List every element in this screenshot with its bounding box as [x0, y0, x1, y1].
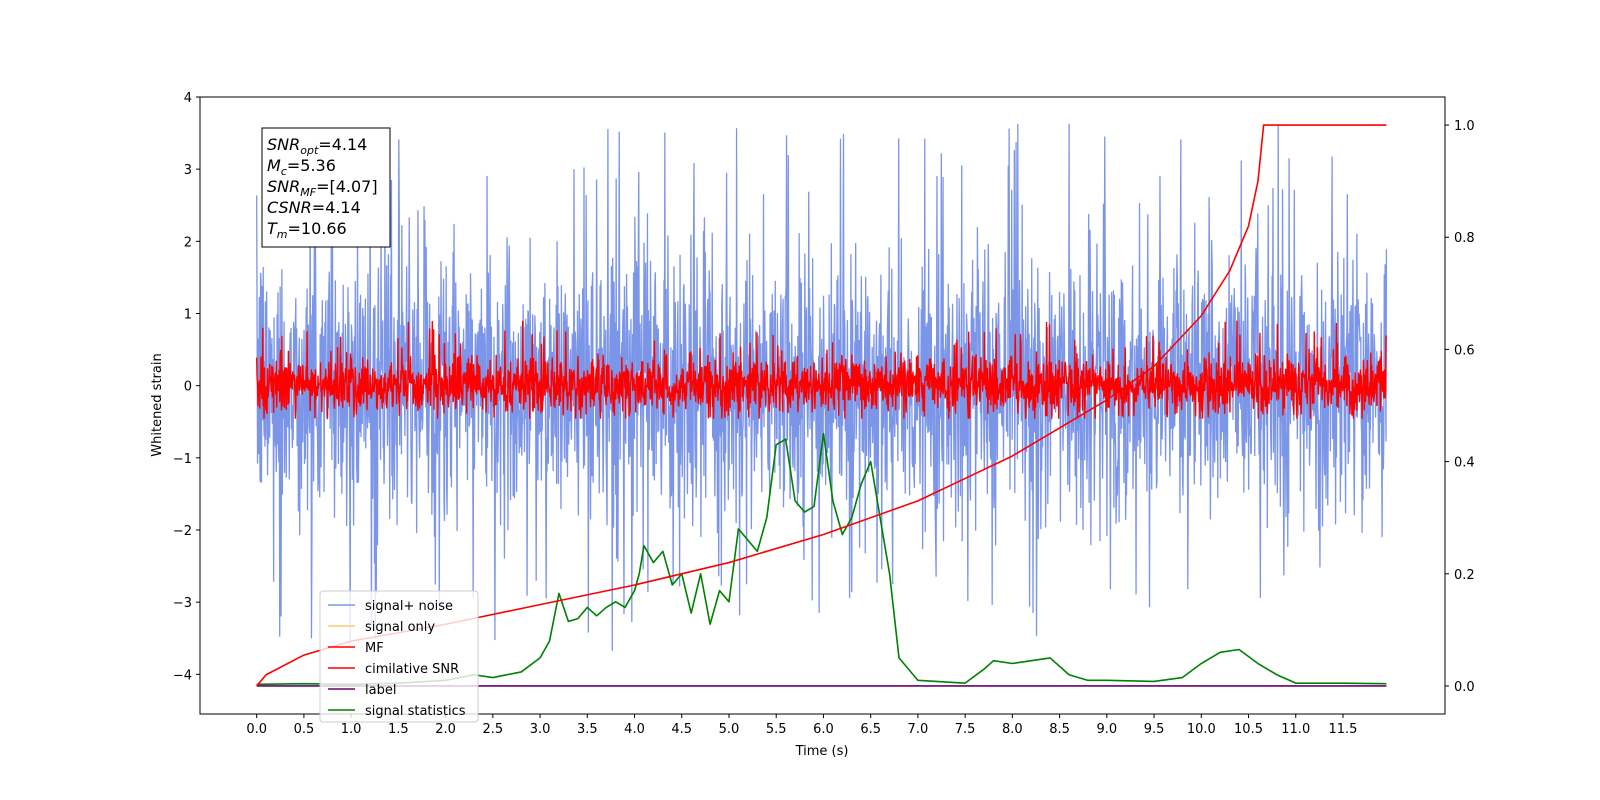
x-tick-label: 1.5: [388, 722, 409, 737]
info-snr-opt: SNRopt=4.14: [267, 135, 367, 157]
legend-label: signal+ noise: [365, 599, 453, 614]
x-tick-label: 3.0: [530, 722, 551, 737]
y2-tick-label: 0.8: [1454, 231, 1475, 246]
info-snr-mf-base: SNR: [267, 177, 300, 196]
legend-label: MF: [365, 641, 384, 656]
info-tm-base: T: [267, 219, 278, 238]
info-tm-sub: m: [277, 228, 288, 241]
y2-tick-label: 0.2: [1454, 568, 1475, 583]
x-tick-label: 8.0: [1002, 722, 1023, 737]
x-tick-label: 4.0: [624, 722, 645, 737]
y-tick-label: 1: [184, 307, 192, 322]
y-axis-right: 1.0 0.8 0.6 0.4 0.2 0.0: [1445, 119, 1475, 695]
axes-frame: [199, 96, 1446, 715]
x-tick-label: 11.5: [1329, 722, 1358, 737]
info-mc-base: M: [267, 156, 281, 175]
y2-tick-label: 1.0: [1454, 119, 1475, 134]
y-tick-label: −3: [173, 596, 192, 611]
y-tick-label: −4: [173, 668, 192, 683]
x-tick-label: 0.5: [294, 722, 315, 737]
x-tick-label: 9.0: [1096, 722, 1117, 737]
info-csnr-value: =4.14: [312, 198, 361, 217]
y2-tick-label: 0.6: [1454, 343, 1475, 358]
info-mc-value: =5.36: [287, 156, 336, 175]
info-box-frame: [261, 127, 391, 248]
x-tick-label: 8.5: [1049, 722, 1070, 737]
x-tick-label: 7.5: [955, 722, 976, 737]
x-tick-label: 1.0: [341, 722, 362, 737]
x-tick-label: 10.0: [1187, 722, 1216, 737]
info-snr-opt-base: SNR: [267, 135, 300, 154]
info-tm: Tm=10.66: [267, 219, 347, 241]
y-tick-label: 0: [184, 380, 192, 395]
info-csnr: CSNR=4.14: [267, 198, 361, 217]
y-axis-left: 4 3 2 1 0 −1 −2 −3 −4: [173, 91, 200, 683]
x-tick-label: 11.0: [1281, 722, 1310, 737]
legend-label: cimilative SNR: [365, 662, 459, 677]
y-tick-label: 3: [184, 163, 192, 178]
y-axis-label: Whitened strain: [150, 353, 165, 456]
series-signal-statistics-line: [256, 432, 1387, 686]
info-box: SNRopt=4.14 Mc=5.36 SNRMF=[4.07] CSNR=4.…: [261, 127, 391, 248]
y-tick-label: 2: [184, 235, 192, 250]
info-tm-value: =10.66: [288, 219, 347, 238]
info-snr-mf-value: =[4.07]: [316, 177, 378, 196]
legend: signal+ noise signal only MF cimilative SNR…: [319, 590, 479, 723]
info-snr-mf-sub: MF: [300, 186, 316, 199]
info-snr-mf: SNRMF=[4.07]: [267, 177, 378, 199]
info-csnr-base: CSNR: [267, 198, 312, 217]
x-tick-label: 5.0: [719, 722, 740, 737]
x-tick-label: 2.0: [435, 722, 456, 737]
y2-tick-label: 0.4: [1454, 456, 1475, 471]
x-axis-label: Time (s): [795, 744, 849, 759]
x-tick-label: 4.5: [671, 722, 692, 737]
info-snr-opt-value: =4.14: [318, 135, 367, 154]
x-tick-label: 0.0: [246, 722, 267, 737]
info-mc: Mc=5.36: [267, 156, 336, 178]
x-tick-label: 9.5: [1144, 722, 1165, 737]
y-tick-label: −1: [173, 452, 192, 467]
y-tick-label: −2: [173, 524, 192, 539]
legend-label: label: [365, 683, 396, 698]
y-tick-label: 4: [184, 91, 192, 106]
info-mc-sub: c: [281, 165, 287, 178]
x-tick-label: 10.5: [1234, 722, 1263, 737]
legend-label: signal only: [365, 620, 435, 635]
y2-tick-label: 0.0: [1454, 680, 1475, 695]
info-snr-opt-sub: opt: [300, 144, 319, 157]
x-tick-label: 3.5: [577, 722, 598, 737]
x-tick-label: 7.0: [908, 722, 929, 737]
series-mf-line: [255, 320, 1388, 419]
legend-label: signal statistics: [365, 704, 466, 719]
x-tick-label: 5.5: [766, 722, 787, 737]
x-tick-label: 6.0: [813, 722, 834, 737]
x-axis: 0.0 0.5 1.0 1.5 2.0 2.5 3.0 3.5 4.0 4.5 5.0 5.5 6.0 6…: [246, 714, 1357, 737]
x-tick-label: 2.5: [482, 722, 503, 737]
x-tick-label: 6.5: [860, 722, 881, 737]
legend-frame: [319, 590, 479, 723]
